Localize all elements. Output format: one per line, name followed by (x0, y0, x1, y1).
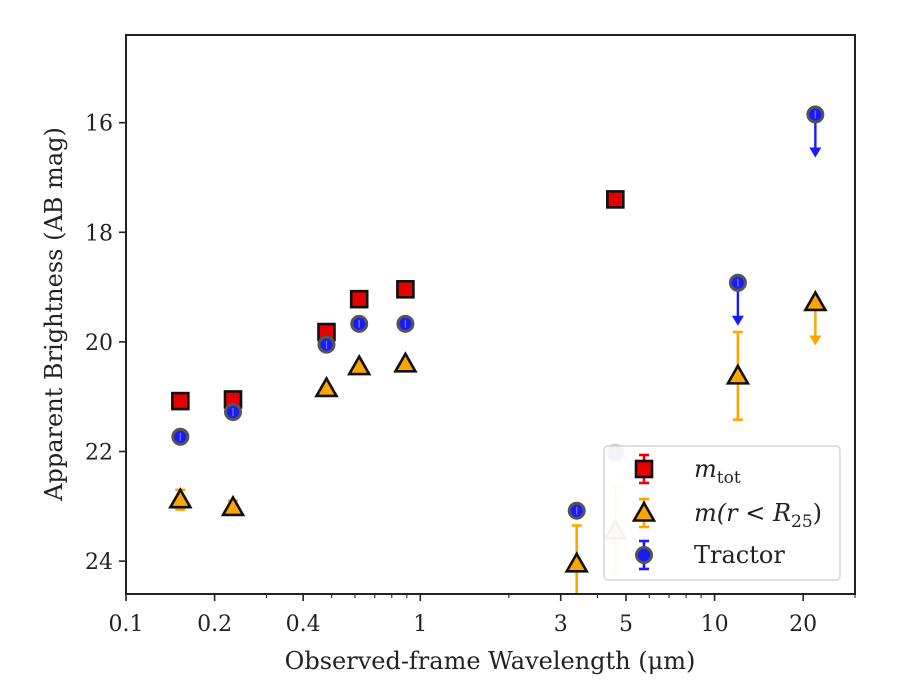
data-point (396, 314, 415, 333)
data-point (606, 190, 625, 209)
x-tick-label: 0.2 (197, 612, 232, 637)
point-marker (564, 551, 589, 573)
x-tick-label: 20 (789, 612, 817, 637)
data-point (224, 403, 243, 422)
data-point (314, 375, 339, 398)
x-tick-label: 3 (554, 612, 568, 637)
data-point (317, 335, 336, 354)
legend-marker (631, 500, 657, 522)
axis-ticks: 0.1 0.2 0.4 1 3 5 10 20 16 18 20 22 24 (85, 112, 856, 637)
data-point (564, 524, 589, 594)
data-point (220, 494, 246, 517)
data-point (171, 391, 190, 411)
data-point (806, 105, 825, 158)
legend-item: m(r < R25) (631, 497, 822, 532)
legend-marker (635, 546, 653, 564)
data-point (168, 487, 193, 511)
point-marker (393, 351, 418, 373)
data-point (728, 273, 747, 326)
legend-label: Tractor (694, 541, 785, 569)
data-point (567, 501, 586, 520)
x-tick-label: 0.4 (286, 612, 321, 637)
legend-marker (634, 459, 654, 479)
x-tick-label: 5 (619, 612, 633, 637)
data-point (350, 314, 369, 333)
x-tick-label: 10 (701, 612, 729, 637)
point-marker (314, 375, 339, 398)
y-tick-label: 24 (85, 550, 113, 575)
legend-box (603, 445, 841, 581)
point-marker (725, 363, 751, 385)
data-point (396, 279, 415, 299)
upper-limit-arrowhead (809, 147, 822, 158)
upper-limit-arrowhead (809, 335, 822, 346)
point-marker (168, 487, 193, 509)
y-tick-label: 22 (85, 441, 113, 466)
legend-label: m(r < R25) (694, 499, 822, 532)
point-marker (349, 289, 369, 309)
upper-limit-arrowhead (731, 315, 744, 326)
legend: mtot m(r < R25) Tractor (603, 445, 841, 581)
plot-frame (125, 34, 856, 595)
x-axis-label: Observed-frame Wavelength (μm) (285, 647, 696, 675)
legend-item: Tractor (635, 539, 785, 571)
point-marker (346, 353, 372, 376)
legend-label: mtot (694, 455, 741, 488)
series-square (171, 190, 625, 411)
x-tick-label: 0.1 (109, 612, 144, 637)
data-point (349, 289, 369, 309)
y-tick-label: 18 (85, 221, 113, 246)
point-marker (171, 391, 190, 411)
data-point (171, 427, 190, 446)
data-point (393, 351, 418, 373)
data-point (803, 289, 828, 346)
point-marker (803, 289, 828, 312)
y-tick-label: 20 (85, 331, 113, 356)
y-tick-label: 16 (85, 112, 113, 137)
y-axis-label: Apparent Brightness (AB mag) (40, 127, 68, 502)
data-point (346, 353, 372, 376)
point-marker (606, 190, 625, 209)
point-marker (220, 494, 246, 517)
point-marker (396, 279, 415, 299)
legend-item: mtot (634, 453, 741, 488)
x-tick-label: 1 (413, 612, 427, 637)
data-point (725, 330, 751, 422)
